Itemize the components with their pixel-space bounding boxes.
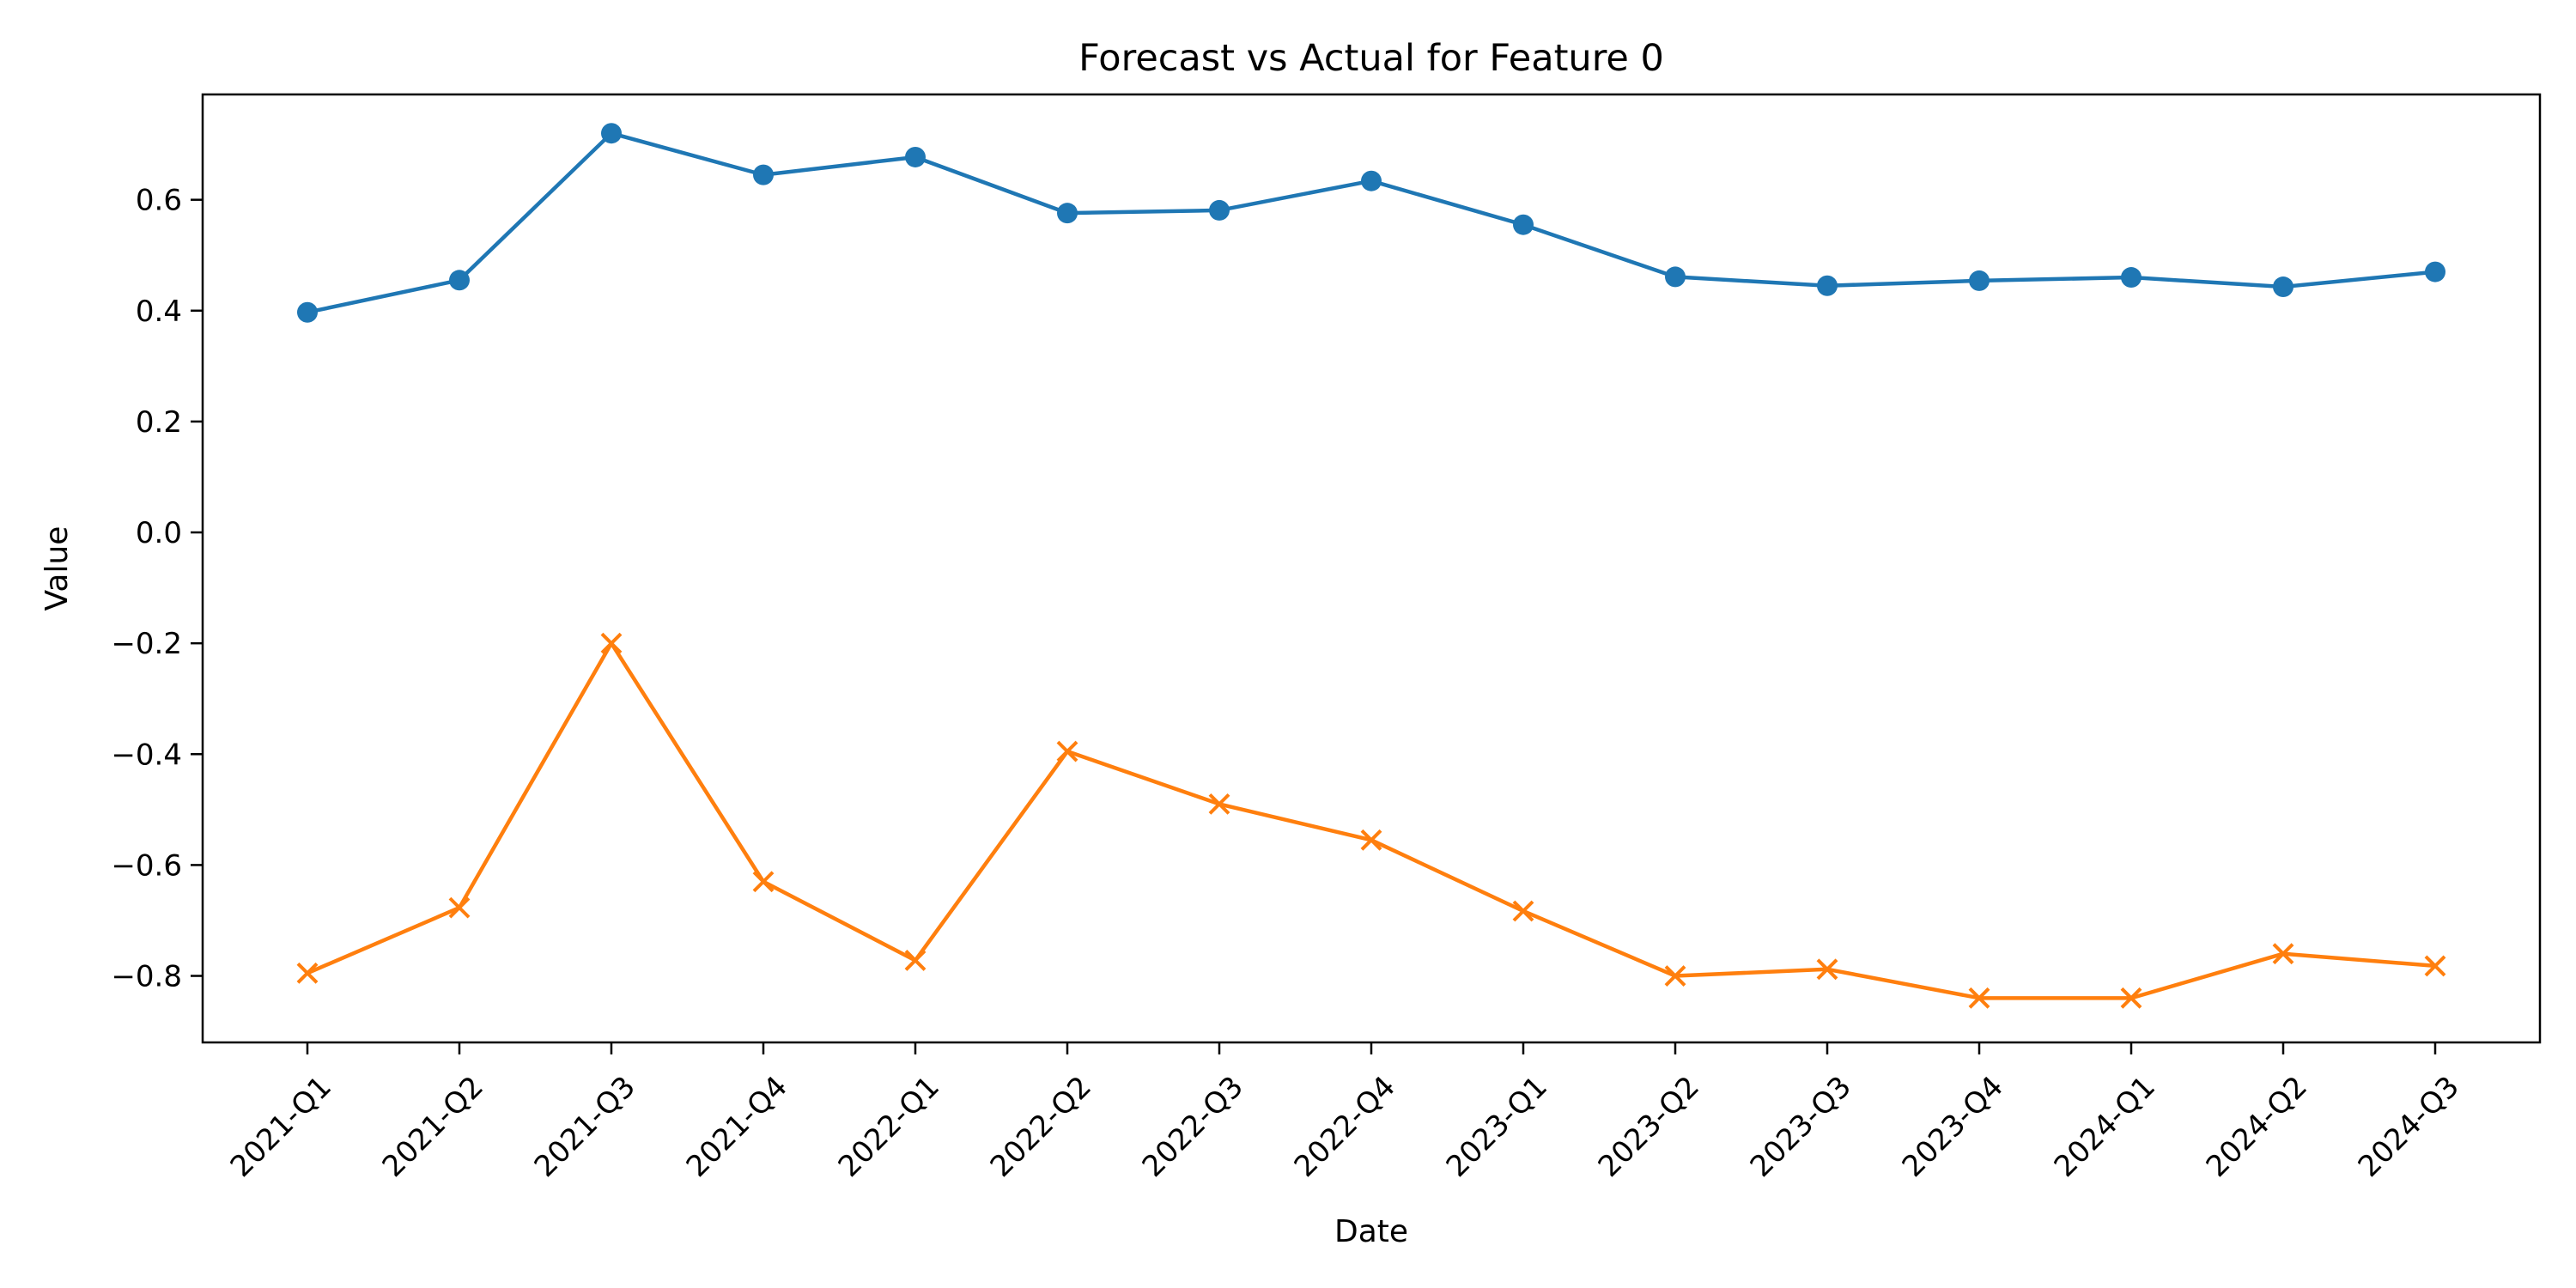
data-point [1360,829,1382,851]
data-point [904,950,927,971]
data-point [1968,987,1990,1009]
chart-title: Forecast vs Actual for Feature 0 [1078,37,1664,80]
data-point [600,632,623,654]
y-tick-label: −0.6 [111,848,182,883]
x-axis-title: Date [1334,1214,1408,1249]
y-tick-label: −0.4 [111,738,182,772]
y-tick-label: −0.2 [111,627,182,661]
data-point [1512,900,1534,922]
y-tick-label: 0.6 [136,184,182,218]
data-point [297,301,318,323]
data-point [601,123,622,144]
data-point [1969,270,1990,291]
data-point [1361,170,1382,191]
data-point [752,871,775,893]
y-tick-label: 0.2 [136,405,182,440]
data-point [1208,793,1230,815]
data-point [2121,267,2142,289]
data-point [1665,266,1686,288]
data-point [2272,943,2294,965]
data-point [1209,199,1230,221]
data-point [1816,958,1838,981]
y-tick-label: −0.8 [111,960,182,994]
plot-area [296,123,2446,1009]
y-axis: −0.8 −0.6 −0.4 −0.2 0.0 0.2 0.4 0.6 [111,184,203,994]
y-tick-label: 0.4 [136,295,182,329]
data-point [296,962,319,984]
data-point [1664,965,1686,987]
data-point [1817,275,1838,296]
y-tick-label: 0.0 [136,516,182,550]
data-point [1513,214,1534,235]
data-point [2273,276,2293,298]
data-point [905,146,926,167]
data-point [448,896,471,919]
series-0 [297,123,2445,323]
data-point [2120,987,2142,1009]
data-point [1056,740,1078,762]
y-axis-title: Value [39,526,75,611]
data-point [2425,261,2445,283]
data-point [449,270,470,291]
data-point [2424,955,2446,977]
data-point [753,164,774,185]
series-1 [296,632,2446,1009]
data-point [1057,203,1078,224]
